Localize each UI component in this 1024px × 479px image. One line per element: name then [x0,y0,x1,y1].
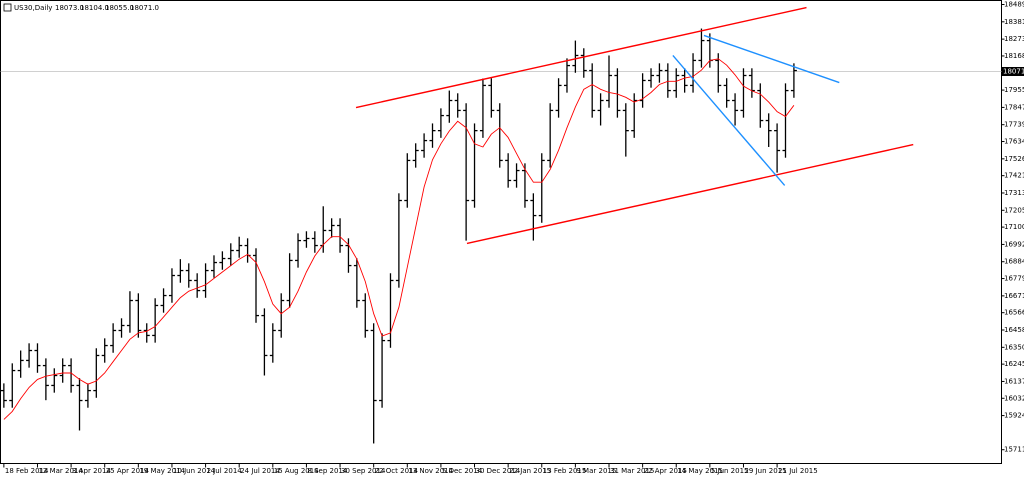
x-tick-label: 12 Mar 2014 [38,467,83,475]
x-tick-label: 19 May 2014 [139,467,185,475]
y-tick-label: 17634.0 [1004,138,1024,146]
x-tick-label: 13 Nov 2014 [408,467,453,475]
y-tick-label: 15924.0 [1004,412,1024,420]
y-tick-label: 17739.0 [1004,121,1024,129]
x-tick-label: 9 Mar 2015 [576,467,616,475]
quote-close: 18071.0 [130,4,159,12]
y-tick-label: 18489.0 [1004,1,1024,9]
quote-high: 18104.0 [80,4,109,12]
x-tick-label: 24 Jul 2014 [240,467,280,475]
y-tick-label: 17847.0 [1004,103,1024,111]
quote-low: 18055.0 [105,4,134,12]
x-tick-label: 22 Jan 2015 [509,467,551,475]
x-tick-label: 14 May 2015 [677,467,723,475]
x-tick-label: 8 Sep 2014 [307,467,347,475]
chart-title: US30,Daily [14,4,52,12]
x-tick-label: 22 Oct 2014 [375,467,419,475]
y-tick-label: 17100.0 [1004,223,1024,231]
trend-line [355,6,807,109]
x-tick-label: 2 Jul 2014 [207,467,243,475]
x-tick-label: 21 Jul 2015 [778,467,818,475]
y-tick-label: 16245.0 [1004,360,1024,368]
x-tick-label: 18 Feb 2014 [5,467,49,475]
x-tick-label: 30 Dec 2014 [476,467,521,475]
y-tick-label: 17955.0 [1004,86,1024,94]
y-tick-label: 16566.0 [1004,309,1024,317]
x-tick-label: 31 Mar 2015 [610,467,654,475]
y-tick-label: 17526.0 [1004,155,1024,163]
y-tick-label: 17313.0 [1004,189,1024,197]
y-tick-label: 16350.0 [1004,343,1024,351]
plot-frame [0,0,1002,464]
y-tick-label: 18168.0 [1004,52,1024,60]
x-tick-label: 5 Dec 2014 [442,467,483,475]
y-tick-label: 16992.0 [1004,240,1024,248]
y-tick-label: 16779.0 [1004,275,1024,283]
current-price-label: 18071.0 [1003,67,1024,75]
trend-line [703,34,840,84]
symbol-icon [3,3,12,12]
x-tick-label: 5 Jun 2015 [711,467,749,475]
x-tick-label: 25 Apr 2014 [106,467,150,475]
moving-average [3,58,795,420]
current-price-box [1002,66,1024,76]
x-tick-label: 15 Aug 2014 [274,467,319,475]
x-tick-label: 22 Apr 2015 [644,467,687,475]
y-tick-label: 16458.0 [1004,326,1024,334]
x-tick-label: 29 Jun 2015 [744,467,786,475]
y-tick-label: 16032.0 [1004,394,1024,402]
y-tick-label: 17205.0 [1004,206,1024,214]
trend-line [672,55,786,186]
y-tick-label: 16137.0 [1004,377,1024,385]
x-tick-label: 3 Apr 2014 [72,467,111,475]
y-tick-label: 16884.0 [1004,258,1024,266]
x-tick-label: 30 Sep 2014 [341,467,386,475]
quote-open: 18073.0 [55,4,84,12]
x-tick-label: 10 Jun 2014 [173,467,216,475]
x-tick-label: 13 Feb 2015 [543,467,587,475]
trend-line [466,143,914,245]
y-tick-label: 18273.0 [1004,35,1024,43]
